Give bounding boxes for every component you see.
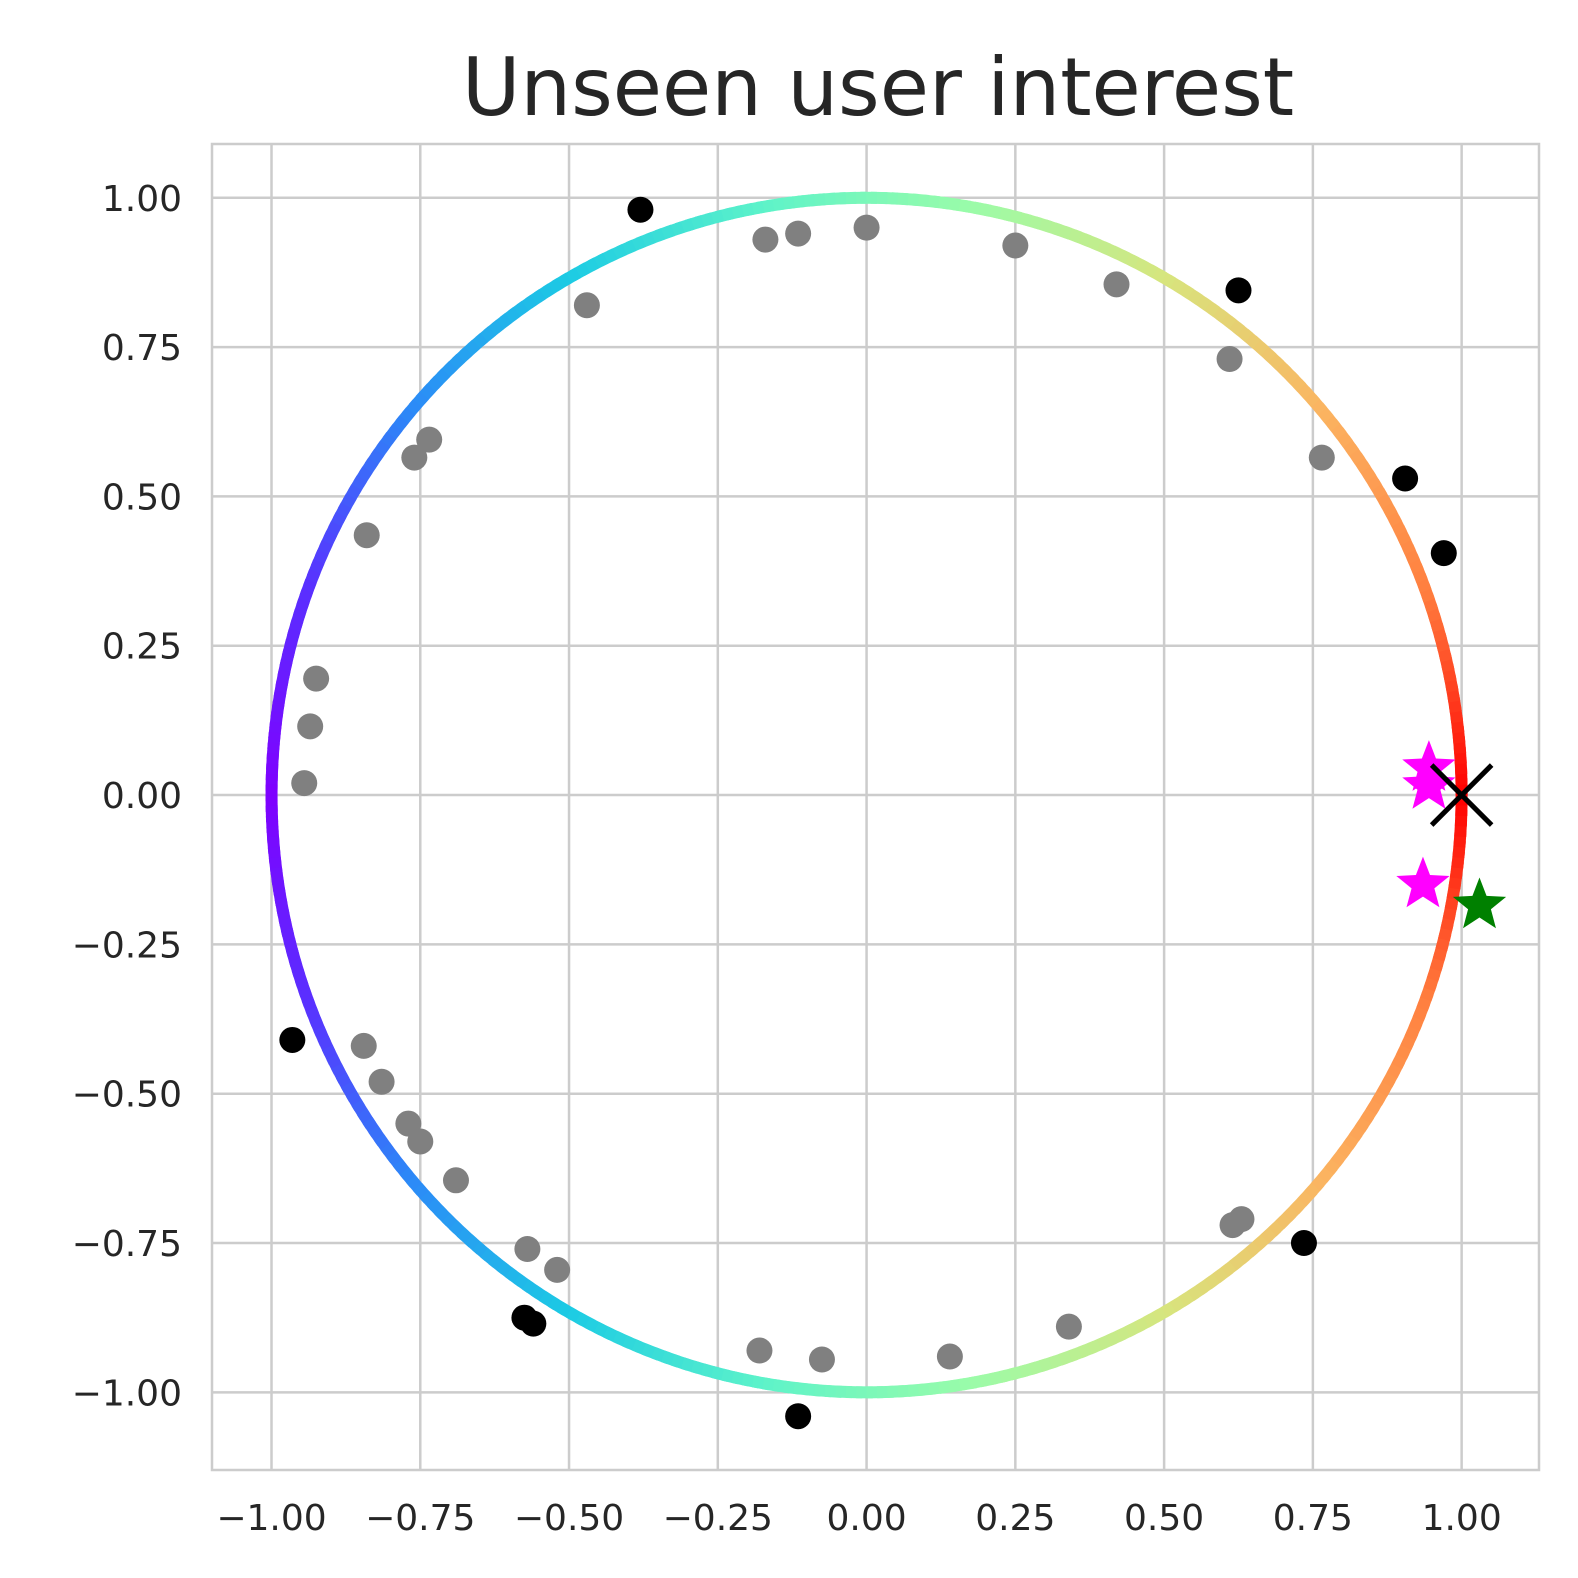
y-tick-label: −0.25 <box>72 925 182 966</box>
x-tick-label: 1.00 <box>1422 1498 1502 1539</box>
gray-point <box>297 713 324 740</box>
x-tick-label: 0.25 <box>975 1498 1055 1539</box>
gray-point <box>752 226 779 253</box>
magenta-star-point <box>1402 758 1456 809</box>
gray-point <box>1308 444 1335 471</box>
gray-point <box>573 292 600 319</box>
x-tick-label: −0.50 <box>514 1498 624 1539</box>
y-tick-label: −1.00 <box>72 1373 182 1414</box>
black-point <box>520 1310 547 1337</box>
y-axis-ticks: 1.00 0.75 0.50 0.25 0.00 −0.25 −0.50 −0.75 −1.00 <box>72 179 182 1415</box>
interest-circle <box>265 191 1468 1399</box>
y-tick-label: 0.75 <box>102 328 182 369</box>
black-point <box>627 196 654 223</box>
x-axis-ticks: −1.00 −0.75 −0.50 −0.25 0.00 0.25 0.50 0.75 1.00 <box>216 1498 1501 1539</box>
gray-point <box>350 1032 377 1059</box>
data-points <box>279 196 1507 1430</box>
gray-point <box>785 220 812 247</box>
gray-point <box>1103 271 1130 298</box>
gray-point <box>746 1337 773 1364</box>
magenta-star-point <box>1396 856 1450 908</box>
x-tick-label: −0.75 <box>365 1498 475 1539</box>
black-point <box>1430 540 1457 567</box>
gray-point <box>1216 346 1243 373</box>
x-marker-point <box>1429 763 1494 827</box>
gray-point <box>1002 232 1029 259</box>
black-point <box>785 1403 812 1430</box>
gray-point <box>401 444 428 471</box>
gray-point <box>808 1346 835 1373</box>
x-tick-label: −0.25 <box>663 1498 773 1539</box>
gray-point <box>416 426 443 453</box>
y-tick-label: 0.25 <box>102 627 182 668</box>
green-star-point <box>1452 877 1507 929</box>
y-tick-label: 1.00 <box>102 179 182 220</box>
x-tick-label: 0.75 <box>1273 1498 1353 1539</box>
black-point <box>279 1026 306 1053</box>
y-tick-label: −0.50 <box>72 1075 182 1116</box>
x-tick-label: 0.50 <box>1124 1498 1204 1539</box>
gray-point <box>442 1167 469 1194</box>
gray-point <box>407 1128 434 1155</box>
gray-point <box>1055 1313 1082 1340</box>
gray-point <box>303 665 330 692</box>
gray-point <box>853 214 880 241</box>
gray-point <box>353 522 380 549</box>
black-point <box>1225 277 1252 304</box>
x-tick-label: −1.00 <box>216 1498 326 1539</box>
gray-point <box>1228 1206 1255 1233</box>
y-tick-label: 0.00 <box>102 776 182 817</box>
gray-point <box>514 1236 541 1262</box>
gray-point <box>368 1068 395 1095</box>
gray-point <box>291 770 318 797</box>
plot-frame <box>210 142 1541 1472</box>
black-point <box>1392 465 1419 492</box>
black-point <box>1290 1230 1317 1257</box>
chart-title: Unseen user interest <box>462 41 1294 134</box>
y-tick-label: 0.50 <box>102 477 182 518</box>
gray-point <box>544 1256 571 1283</box>
x-tick-label: 0.00 <box>826 1498 906 1539</box>
gray-point <box>936 1343 963 1370</box>
y-tick-label: −0.75 <box>72 1224 182 1265</box>
grid-lines <box>212 144 1539 1470</box>
